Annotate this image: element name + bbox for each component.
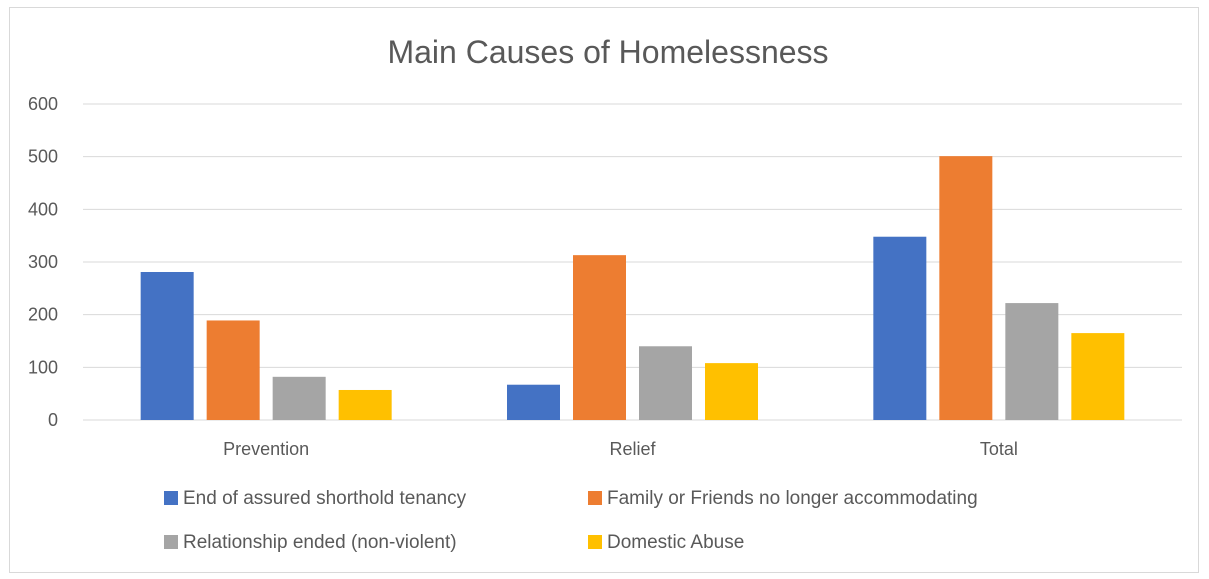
bar [338,389,392,420]
legend-label: End of assured shorthold tenancy [183,488,467,509]
gridlines [83,103,1182,421]
legend-swatch [164,491,178,505]
legend: End of assured shorthold tenancy Family o… [164,488,978,553]
bar [272,376,326,420]
y-tick-label: 100 [28,357,58,377]
legend-swatch [588,535,602,549]
bar [507,384,560,420]
bar [140,272,194,420]
legend-item: Family or Friends no longer accommodatin… [588,488,978,509]
bar [573,255,626,420]
legend-item: Domestic Abuse [588,532,744,553]
bar [1005,303,1059,420]
legend-item: End of assured shorthold tenancy [164,488,467,509]
y-tick-label: 400 [28,199,58,219]
x-axis-ticks: Prevention Relief Total [223,439,1018,459]
y-tick-label: 600 [28,94,58,114]
y-tick-label: 0 [48,410,58,430]
legend-swatch [164,535,178,549]
x-tick-label: Relief [609,439,656,459]
bar [1071,333,1125,420]
bar [206,320,260,420]
bar [639,346,692,420]
legend-swatch [588,491,602,505]
x-tick-label: Total [980,439,1018,459]
legend-label: Domestic Abuse [607,532,744,553]
y-tick-label: 200 [28,305,58,325]
legend-label: Relationship ended (non-violent) [183,532,457,553]
bar [939,156,993,420]
chart-title: Main Causes of Homelessness [387,34,828,70]
y-tick-label: 500 [28,147,58,167]
bars [140,156,1125,420]
legend-item: Relationship ended (non-violent) [164,532,457,553]
legend-label: Family or Friends no longer accommodatin… [607,488,978,509]
y-tick-label: 300 [28,252,58,272]
y-axis-ticks: 0 100 200 300 400 500 600 [28,94,58,430]
bar [873,236,927,420]
bar [705,363,758,420]
x-tick-label: Prevention [223,439,309,459]
